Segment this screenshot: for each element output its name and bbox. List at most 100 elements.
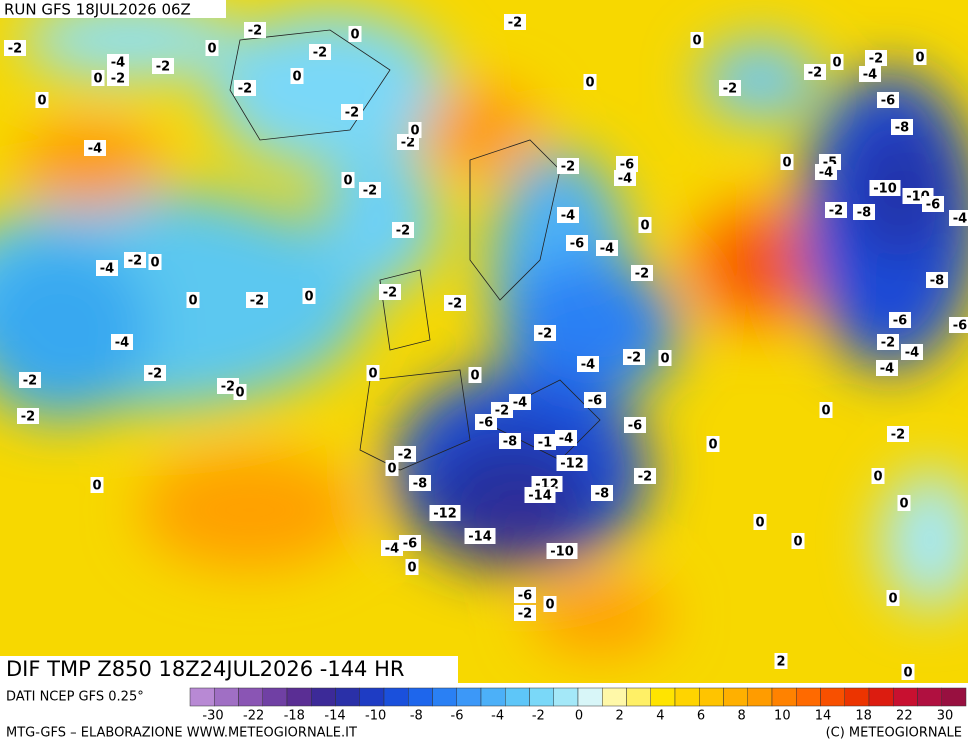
contour-label: -4	[561, 209, 575, 224]
contour-label-box	[148, 254, 162, 270]
contour-label-box	[853, 204, 875, 220]
contour-label-box	[111, 334, 133, 350]
credit-label: MTG-GFS – ELABORAZIONE WWW.METEOGIORNALE…	[6, 726, 357, 741]
contour-label-box	[96, 260, 118, 276]
contour-label-box	[596, 240, 618, 256]
contour-label-box	[901, 344, 923, 360]
colorbar-swatch	[529, 687, 554, 707]
contour-label-box	[475, 414, 497, 430]
contour-label-box	[891, 119, 913, 135]
colorbar-swatch	[626, 687, 651, 707]
contour-label: -2	[891, 428, 905, 443]
contour-label-box	[152, 58, 174, 74]
contour-label: -4	[618, 172, 632, 187]
contour-label: -8	[930, 274, 944, 289]
colorbar-tick-label: -6	[451, 709, 464, 724]
colorbar-swatch	[820, 687, 845, 707]
contour-label-box	[591, 485, 613, 501]
contour-label: -12	[560, 457, 584, 472]
colorbar-swatch	[747, 687, 773, 707]
colorbar-swatch	[771, 687, 797, 707]
contour-label-box	[234, 80, 256, 96]
contour-label-box	[468, 367, 482, 383]
contour-label-box	[409, 475, 431, 491]
contour-label-box	[557, 207, 579, 223]
contour-label: 0	[899, 497, 908, 512]
contour-label: -4	[559, 432, 573, 447]
contour-label: 0	[821, 404, 830, 419]
contour-label-box	[871, 468, 885, 484]
contour-label: -4	[953, 212, 967, 227]
contour-label-box	[91, 70, 105, 86]
colorbar-tick-label: 0	[575, 709, 583, 724]
contour-label: -6	[926, 198, 940, 213]
colorbar-swatch	[602, 687, 627, 707]
contour-label-box	[869, 180, 901, 196]
contour-label-box	[124, 252, 146, 268]
contour-label: -6	[588, 394, 602, 409]
contour-label: -4	[600, 242, 614, 257]
contour-label: -8	[895, 121, 909, 136]
colorbar-swatch	[650, 687, 676, 707]
contour-label: 0	[888, 592, 897, 607]
colorbar-tick-label: 10	[774, 709, 791, 724]
contour-label: -2	[869, 52, 883, 67]
contour-label: -2	[238, 82, 252, 97]
contour-label-box	[865, 50, 887, 66]
contour-label: 0	[793, 535, 802, 550]
colorbar-tick-label: 6	[697, 709, 705, 724]
contour-label: 0	[692, 34, 701, 49]
contour-label-box	[876, 360, 898, 376]
contour-label: -2	[156, 60, 170, 75]
contour-label: -6	[881, 94, 895, 109]
contour-label: -2	[313, 46, 327, 61]
contour-label-box	[584, 392, 606, 408]
contour-label-box	[394, 446, 416, 462]
contour-label-box	[444, 295, 466, 311]
contour-label: 0	[188, 294, 197, 309]
run-label: RUN GFS 18JUL2026 06Z	[4, 1, 191, 19]
colorbar-tick-label: -18	[284, 709, 305, 724]
colorbar-tick-label: -10	[365, 709, 386, 724]
contour-label: 0	[640, 219, 649, 234]
contour-label: -2	[723, 82, 737, 97]
contour-label-box	[17, 408, 39, 424]
contour-label: -6	[628, 419, 642, 434]
field-title: DIF TMP Z850 18Z24JUL2026 -144 HR	[6, 657, 404, 681]
contour-label: -2	[808, 66, 822, 81]
contour-label-box	[392, 222, 414, 238]
contour-label-box	[107, 70, 129, 86]
contour-label: -4	[88, 142, 102, 157]
colorbar-swatch	[262, 687, 288, 707]
contour-label-box	[780, 154, 794, 170]
contour-label-box	[246, 292, 268, 308]
contour-label: 0	[407, 561, 416, 576]
colorbar-swatch	[917, 687, 942, 707]
contour-label: 0	[903, 666, 912, 681]
colorbar-swatch	[893, 687, 918, 707]
header-box	[0, 0, 226, 18]
contour-label: -6	[570, 237, 584, 252]
contour-label-box	[504, 14, 526, 30]
contour-label-box	[791, 533, 805, 549]
contour-label: -14	[468, 530, 492, 545]
contour-label-box	[706, 436, 720, 452]
contour-label-box	[509, 394, 531, 410]
contour-label: -4	[905, 346, 919, 361]
contour-label: -6	[518, 589, 532, 604]
contour-label-box	[144, 365, 166, 381]
contour-label: 0	[755, 516, 764, 531]
contour-label-box	[889, 312, 911, 328]
contour-label-box	[887, 426, 909, 442]
colorbar-swatch	[383, 687, 409, 707]
contour-label-box	[4, 40, 26, 56]
contour-label-box	[624, 417, 646, 433]
contour-label: -8	[595, 487, 609, 502]
contour-label: -2	[396, 224, 410, 239]
contour-label-box	[859, 66, 881, 82]
contour-label: -2	[508, 16, 522, 31]
colorbar-tick-label: -2	[532, 709, 545, 724]
contour-label: -2	[495, 404, 509, 419]
contour-label: 0	[545, 598, 554, 613]
contour-label: -2	[518, 607, 532, 622]
